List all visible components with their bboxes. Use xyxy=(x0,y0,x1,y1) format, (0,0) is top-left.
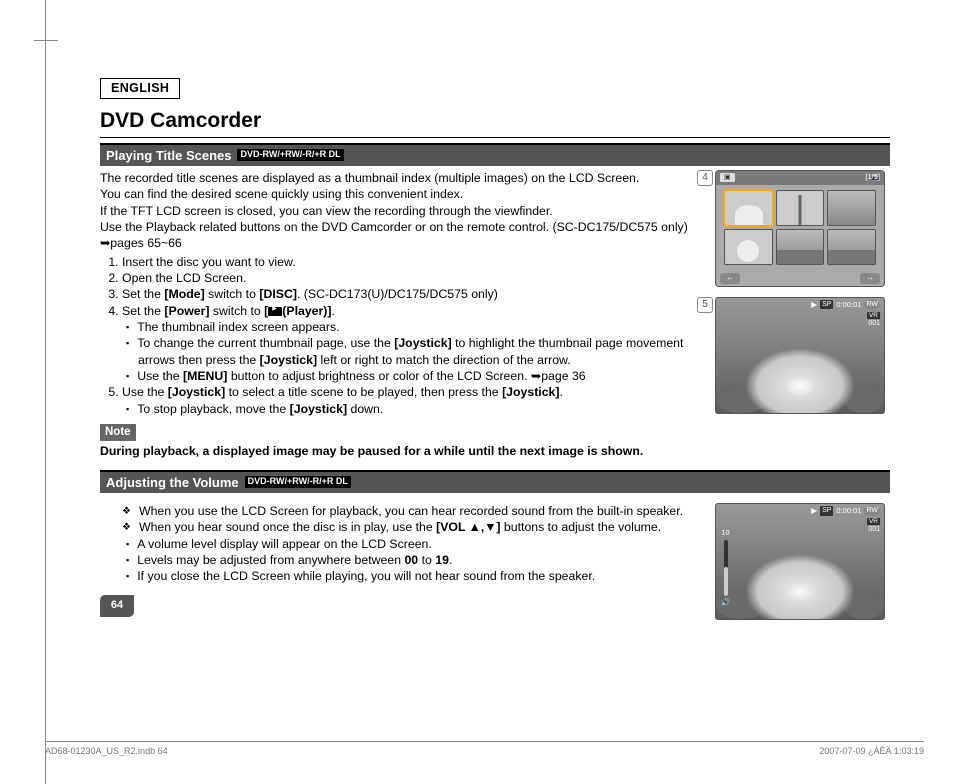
section2-figures: ▶ SP 0:00:01 RW VR 001 10 🔊 xyxy=(715,503,890,630)
thumb-1 xyxy=(724,190,773,226)
count: 001 xyxy=(868,320,880,327)
step-5: Use the [Joystick] to select a title sce… xyxy=(122,384,707,417)
disc-badge-2: RW xyxy=(864,506,880,515)
intro-line-1: You can find the desired scene quickly u… xyxy=(100,186,707,202)
quality-badge: SP xyxy=(820,300,833,309)
figure-5: 5 ▶ SP 0:00:01 RW VR 001 xyxy=(715,297,890,414)
language-badge: ENGLISH xyxy=(100,78,180,99)
section2-title: Adjusting the Volume xyxy=(106,474,239,491)
figure-5-number: 5 xyxy=(697,297,713,313)
step-1: Insert the disc you want to view. xyxy=(122,254,707,270)
figure-4-number: 4 xyxy=(697,170,713,186)
bullet-1: When you hear sound once the disc is in … xyxy=(122,519,707,535)
section2-body: When you use the LCD Screen for playback… xyxy=(100,503,890,630)
section2-header: Adjusting the Volume DVD-RW/+RW/-R/+R DL xyxy=(100,470,890,493)
thumb-5 xyxy=(776,229,825,265)
footer-right: 2007-07-09 ¿ÀÈÄ 1:03:19 xyxy=(819,746,924,756)
step-3: Set the [Mode] switch to [DISC]. (SC-DC1… xyxy=(122,286,707,302)
page-content: ENGLISH DVD Camcorder Playing Title Scen… xyxy=(45,0,940,784)
step-2: Open the LCD Screen. xyxy=(122,270,707,286)
play-icon-2: ▶ xyxy=(811,506,817,516)
mode-badge-2: VR xyxy=(867,518,880,525)
flower-image-2 xyxy=(745,554,855,620)
page-number-badge: 64 xyxy=(100,595,134,617)
page-footer: AD68-01230A_US_R2.indb 64 2007-07-09 ¿ÀÈ… xyxy=(45,741,924,756)
section1-intro: The recorded title scenes are displayed … xyxy=(100,170,707,252)
section1-steps: Insert the disc you want to view. Open t… xyxy=(122,254,707,417)
intro-line-3: Use the Playback related buttons on the … xyxy=(100,219,707,252)
arrow-right: → xyxy=(860,273,880,284)
step5-sub: To stop playback, move the [Joystick] do… xyxy=(126,401,707,417)
lcd-thumbnail-index: ▣ 📷 [1/9] ← xyxy=(715,170,885,287)
footer-left: AD68-01230A_US_R2.indb 64 xyxy=(45,746,168,756)
page-index: [1/9] xyxy=(865,172,880,182)
main-content: ENGLISH DVD Camcorder Playing Title Scen… xyxy=(100,78,890,630)
intro-line-2: If the TFT LCD screen is closed, you can… xyxy=(100,203,707,219)
step4-sub-0: The thumbnail index screen appears. xyxy=(126,319,707,335)
photo-icon: ▣ xyxy=(720,173,735,182)
count-2: 001 xyxy=(868,526,880,533)
sub-bullet-0: A volume level display will appear on th… xyxy=(126,536,707,552)
section2-sub: A volume level display will appear on th… xyxy=(126,536,707,585)
disc-label-1: DVD-RW/+RW/-R/+R DL xyxy=(237,149,343,161)
timecode: 0:00:01 xyxy=(836,300,861,310)
mode-badge: VR xyxy=(867,312,880,319)
thumb-4 xyxy=(724,229,773,265)
section1-title: Playing Title Scenes xyxy=(106,147,231,164)
section1-header: Playing Title Scenes DVD-RW/+RW/-R/+R DL xyxy=(100,143,890,166)
timecode-2: 0:00:01 xyxy=(836,506,861,516)
note-text: During playback, a displayed image may b… xyxy=(100,443,707,459)
player-icon xyxy=(268,307,282,316)
play-icon: ▶ xyxy=(811,300,817,310)
step-4: Set the [Power] switch to [(Player)]. Th… xyxy=(122,303,707,385)
step5-sub-0: To stop playback, move the [Joystick] do… xyxy=(126,401,707,417)
flower-image xyxy=(745,348,855,414)
volume-level: 10 xyxy=(721,528,729,538)
section2-bullets: When you use the LCD Screen for playback… xyxy=(122,503,707,536)
bullet-0: When you use the LCD Screen for playback… xyxy=(122,503,707,519)
speaker-icon: 🔊 xyxy=(721,598,731,609)
lcd-volume: ▶ SP 0:00:01 RW VR 001 10 🔊 xyxy=(715,503,885,620)
page-title: DVD Camcorder xyxy=(100,107,890,138)
intro-line-0: The recorded title scenes are displayed … xyxy=(100,170,707,186)
disc-badge: RW xyxy=(864,300,880,309)
disc-label-2: DVD-RW/+RW/-R/+R DL xyxy=(245,476,351,488)
figure-volume: ▶ SP 0:00:01 RW VR 001 10 🔊 xyxy=(715,503,890,620)
sub-bullet-2: If you close the LCD Screen while playin… xyxy=(126,568,707,584)
lcd-playback: ▶ SP 0:00:01 RW VR 001 xyxy=(715,297,885,414)
step4-sub-2: Use the [MENU] button to adjust brightne… xyxy=(126,368,707,384)
section1-figures: 4 ▣ 📷 [1/9] xyxy=(715,170,890,424)
thumb-3 xyxy=(827,190,876,226)
thumb-6 xyxy=(827,229,876,265)
note-label: Note xyxy=(100,424,136,441)
arrow-left: ← xyxy=(720,273,740,284)
sub-bullet-1: Levels may be adjusted from anywhere bet… xyxy=(126,552,707,568)
crop-mark-h xyxy=(34,40,58,41)
thumb-2 xyxy=(776,190,825,226)
quality-badge-2: SP xyxy=(820,506,833,515)
section1-body: The recorded title scenes are displayed … xyxy=(100,170,890,470)
step4-sub: The thumbnail index screen appears. To c… xyxy=(126,319,707,384)
figure-4: 4 ▣ 📷 [1/9] xyxy=(715,170,890,287)
step4-sub-1: To change the current thumbnail page, us… xyxy=(126,335,707,368)
volume-indicator: 10 🔊 xyxy=(721,528,730,609)
